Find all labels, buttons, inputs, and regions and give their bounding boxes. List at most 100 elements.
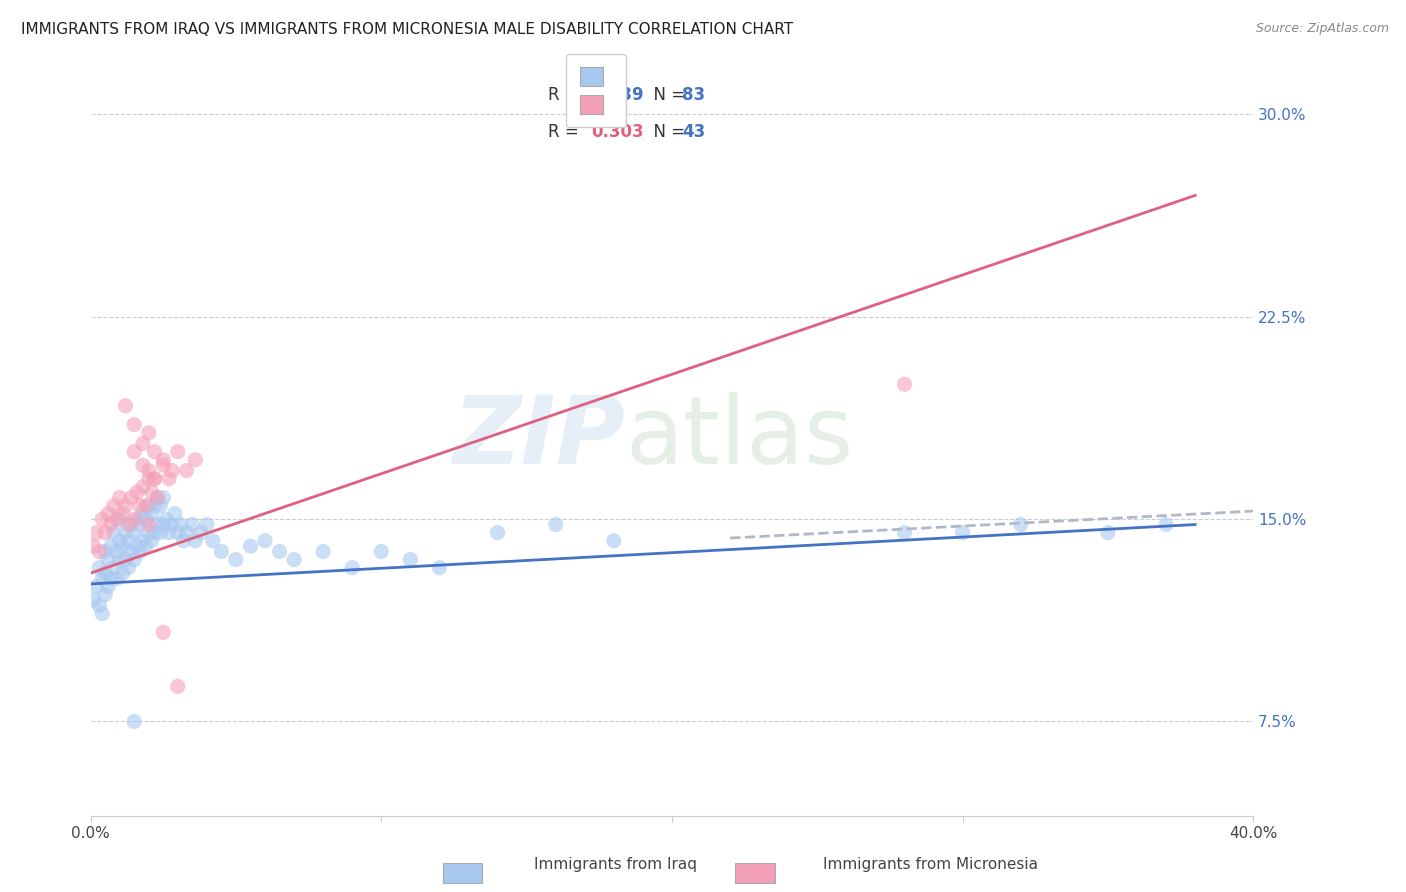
Point bbox=[122, 444, 145, 458]
Point bbox=[176, 525, 198, 540]
Point bbox=[152, 452, 174, 467]
Text: IMMIGRANTS FROM IRAQ VS IMMIGRANTS FROM MICRONESIA MALE DISABILITY CORRELATION C: IMMIGRANTS FROM IRAQ VS IMMIGRANTS FROM … bbox=[21, 22, 793, 37]
Point bbox=[184, 452, 207, 467]
Point bbox=[283, 552, 305, 566]
Point bbox=[132, 533, 155, 548]
Point bbox=[114, 525, 136, 540]
Point bbox=[195, 517, 218, 532]
Point bbox=[141, 485, 163, 500]
Text: ZIP: ZIP bbox=[453, 392, 626, 484]
Point bbox=[138, 525, 160, 540]
Text: Immigrants from Micronesia: Immigrants from Micronesia bbox=[823, 857, 1038, 872]
Point bbox=[129, 499, 152, 513]
Point bbox=[100, 517, 122, 532]
Text: Source: ZipAtlas.com: Source: ZipAtlas.com bbox=[1256, 22, 1389, 36]
Point bbox=[138, 499, 160, 513]
Text: R =: R = bbox=[547, 86, 583, 103]
Point bbox=[97, 580, 120, 594]
Point bbox=[94, 525, 117, 540]
Point bbox=[163, 507, 186, 521]
Text: atlas: atlas bbox=[626, 392, 853, 484]
Point bbox=[103, 499, 125, 513]
Point bbox=[120, 517, 142, 532]
Point bbox=[111, 539, 134, 553]
Point bbox=[143, 525, 166, 540]
Point bbox=[152, 491, 174, 505]
Point bbox=[114, 499, 136, 513]
Text: 43: 43 bbox=[682, 123, 706, 141]
Point bbox=[143, 499, 166, 513]
Point bbox=[103, 560, 125, 574]
Point bbox=[97, 552, 120, 566]
Point bbox=[89, 560, 111, 574]
Point bbox=[952, 525, 974, 540]
Point bbox=[253, 533, 276, 548]
Point bbox=[143, 472, 166, 486]
Point bbox=[149, 525, 172, 540]
Point bbox=[122, 512, 145, 526]
Point bbox=[544, 517, 567, 532]
Point bbox=[370, 544, 392, 558]
Point bbox=[132, 507, 155, 521]
Point bbox=[141, 533, 163, 548]
Point bbox=[127, 512, 149, 526]
Text: N =: N = bbox=[643, 123, 690, 141]
Point bbox=[114, 552, 136, 566]
Point bbox=[312, 544, 335, 558]
Point bbox=[135, 539, 157, 553]
Point bbox=[120, 491, 142, 505]
Point bbox=[141, 507, 163, 521]
Point bbox=[157, 472, 180, 486]
Text: 0.303: 0.303 bbox=[592, 123, 644, 141]
Point bbox=[91, 607, 114, 621]
Point bbox=[160, 464, 183, 478]
Point bbox=[127, 539, 149, 553]
Point bbox=[269, 544, 291, 558]
Point bbox=[486, 525, 509, 540]
Point bbox=[86, 525, 108, 540]
Point bbox=[135, 512, 157, 526]
Point bbox=[108, 533, 131, 548]
Point bbox=[152, 517, 174, 532]
Point bbox=[155, 512, 177, 526]
Point bbox=[146, 517, 169, 532]
Point bbox=[152, 458, 174, 473]
Point bbox=[91, 512, 114, 526]
Point bbox=[120, 544, 142, 558]
Point bbox=[399, 552, 422, 566]
Point bbox=[105, 512, 128, 526]
Point bbox=[122, 417, 145, 432]
Point bbox=[152, 625, 174, 640]
Point bbox=[166, 525, 188, 540]
Point bbox=[132, 480, 155, 494]
Point bbox=[173, 533, 195, 548]
Point bbox=[239, 539, 262, 553]
Point bbox=[122, 525, 145, 540]
Point bbox=[138, 517, 160, 532]
Point bbox=[94, 566, 117, 580]
Point bbox=[100, 572, 122, 586]
Point bbox=[138, 472, 160, 486]
Text: 83: 83 bbox=[682, 86, 706, 103]
Point bbox=[117, 517, 139, 532]
Point bbox=[170, 517, 193, 532]
Point bbox=[143, 472, 166, 486]
Point bbox=[135, 499, 157, 513]
Point bbox=[160, 517, 183, 532]
Point bbox=[117, 533, 139, 548]
Point bbox=[181, 517, 204, 532]
Point bbox=[893, 377, 915, 392]
Point bbox=[166, 680, 188, 694]
Point bbox=[166, 444, 188, 458]
Point bbox=[603, 533, 626, 548]
Point bbox=[114, 399, 136, 413]
Point bbox=[149, 499, 172, 513]
Point bbox=[94, 588, 117, 602]
Point bbox=[127, 485, 149, 500]
Text: R =: R = bbox=[547, 123, 583, 141]
Point bbox=[893, 525, 915, 540]
Point bbox=[157, 525, 180, 540]
Point bbox=[132, 436, 155, 450]
Text: 0.139: 0.139 bbox=[592, 86, 644, 103]
Point bbox=[105, 544, 128, 558]
